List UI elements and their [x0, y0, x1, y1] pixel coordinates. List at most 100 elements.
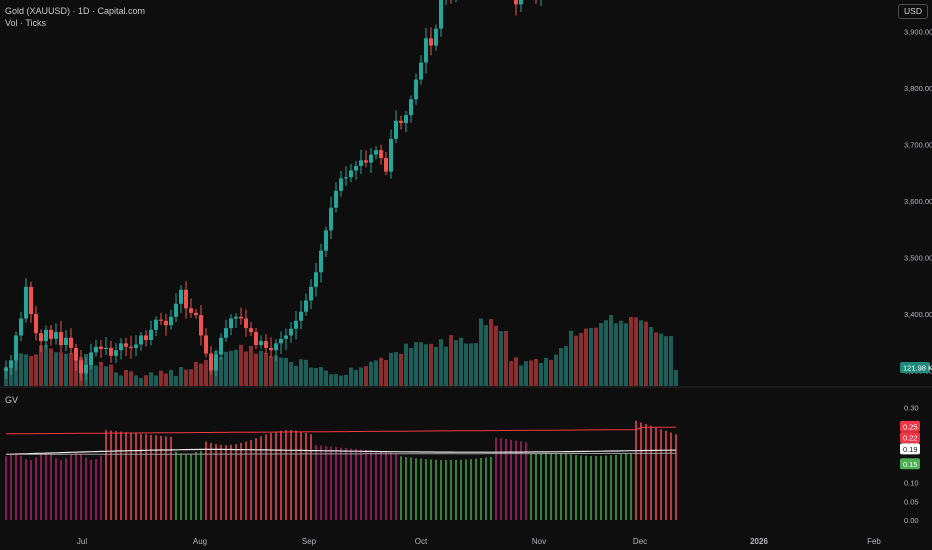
indicator-value-label: 0.19 [903, 445, 918, 454]
candle-body [144, 335, 148, 340]
volume-bar [354, 369, 358, 386]
price-tick-label: 3,600.00 [904, 197, 932, 206]
volume-bar [139, 378, 143, 386]
candle-body [254, 332, 258, 346]
price-axis[interactable]: 4,400.004,300.004,200.004,100.004,000.00… [904, 0, 932, 376]
volume-bar [459, 337, 463, 386]
gv-histogram [5, 420, 677, 520]
candle-body [74, 347, 78, 361]
candle-body [319, 250, 323, 273]
volume-bar [99, 361, 103, 386]
volume-bar [219, 357, 223, 386]
candle-body [259, 341, 263, 346]
volume-bar [369, 361, 373, 386]
volume-bar [654, 332, 658, 386]
indicator-value-badge [900, 432, 920, 444]
gv-bands [5, 426, 677, 455]
volume-bar [409, 347, 413, 386]
candle-body [369, 154, 373, 163]
candle-body [204, 335, 208, 354]
candle-body [114, 350, 118, 356]
candle-body [209, 353, 213, 371]
volume-bar [589, 328, 593, 386]
candle-body [344, 177, 348, 179]
time-tick-label: Sep [302, 537, 317, 546]
volume-bar [59, 352, 63, 386]
candle-body [419, 62, 423, 80]
volume-bar [349, 367, 353, 386]
candle-body [434, 28, 438, 46]
indicator-value-badge [900, 443, 920, 455]
volume-bar [554, 354, 558, 386]
volume-bar [54, 352, 58, 386]
time-axis[interactable]: Jul Aug Sep Oct Nov Dec 2026 Feb [77, 537, 882, 546]
candle-body [54, 332, 58, 339]
candle-body [279, 338, 283, 344]
volume-bar [359, 367, 363, 386]
volume-bar [579, 333, 583, 386]
indicator-tick-label: 0.30 [904, 404, 919, 413]
candle-body [269, 347, 273, 351]
candle-body [414, 79, 418, 100]
candle-body [394, 120, 398, 139]
symbol-legend[interactable]: Gold (XAUUSD) · 1D · Capital.com [5, 6, 146, 16]
volume-bar [194, 361, 198, 386]
volume-legend[interactable]: Vol · Ticks [5, 18, 47, 28]
candle-body [34, 314, 38, 334]
candle-body [24, 286, 28, 319]
currency-button[interactable]: USD [898, 4, 928, 19]
volume-bar [254, 353, 258, 386]
volume-bar [499, 331, 503, 386]
volume-bar [324, 370, 328, 386]
volume-bar [424, 344, 428, 386]
volume-bar [39, 345, 43, 386]
price-tick-label: 3,700.00 [904, 141, 932, 150]
candle-body [309, 286, 313, 301]
volume-bar [514, 357, 518, 386]
time-tick-label: Dec [633, 537, 647, 546]
volume-bar [19, 353, 23, 386]
indicator-tick-label: 0.10 [904, 479, 919, 488]
candle-body [224, 328, 228, 338]
candle-body [439, 0, 443, 29]
volume-bar [389, 352, 393, 386]
volume-bar [169, 369, 173, 386]
volume-bar [339, 375, 343, 386]
price-tick-label: 3,800.00 [904, 84, 932, 93]
candle-body [69, 337, 73, 348]
candle-body [164, 320, 168, 326]
volume-bar [559, 348, 563, 386]
axis-badges: 4,293.9413:41:40121.98 K0.250.220.190.15 [900, 362, 932, 470]
volume-bar [174, 375, 178, 386]
candle-body [329, 207, 333, 231]
candle-body [514, 0, 518, 5]
candle-body [119, 343, 123, 351]
volume-bar [574, 335, 578, 386]
candle-body [19, 318, 23, 336]
candle-body [219, 337, 223, 355]
volume-bar [564, 346, 568, 386]
volume-bar [649, 327, 653, 386]
volume-bar [629, 317, 633, 386]
volume-bar [599, 323, 603, 386]
volume-label: 121.98 K [903, 364, 932, 373]
candle-body [334, 190, 338, 208]
candle-body [189, 308, 193, 313]
indicator-value-badge [900, 458, 920, 470]
time-tick-label: Aug [193, 537, 207, 546]
volume-bar [264, 352, 268, 386]
volume-bar [659, 333, 663, 386]
volume-bar [504, 330, 508, 386]
candle-body [289, 328, 293, 336]
volume-bar [479, 318, 483, 386]
candle-body [64, 337, 68, 346]
indicator-legend[interactable]: GV [5, 395, 19, 405]
volume-bar [639, 320, 643, 386]
volume-bar [224, 351, 228, 386]
volume-bar [109, 364, 113, 386]
candle-body [154, 319, 158, 330]
candle-body [214, 354, 218, 371]
volume-bar [344, 374, 348, 386]
